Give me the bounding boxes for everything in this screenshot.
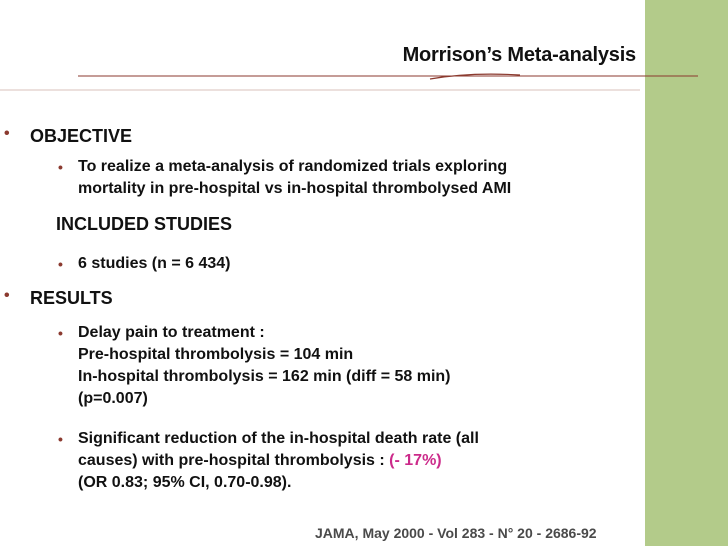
title-underline-decoration	[0, 73, 698, 91]
bullet-icon: •	[58, 431, 63, 447]
results-reduction: • Significant reduction of the in-hospit…	[58, 430, 479, 491]
objective-heading: • OBJECTIVE	[4, 125, 133, 146]
bullet-icon: •	[58, 325, 63, 341]
included-studies-heading: INCLUDED STUDIES	[56, 214, 233, 234]
bullet-icon: •	[58, 159, 63, 175]
citation-footer: JAMA, May 2000 - Vol 283 - N° 20 - 2686-…	[315, 525, 597, 541]
reduction-percentage: (- 17%)	[389, 452, 442, 469]
bullet-icon: •	[4, 125, 10, 142]
results-heading: • RESULTS	[4, 287, 113, 308]
slide-title: Morrison’s Meta-analysis	[402, 44, 637, 66]
objective-text: • To realize a meta-analysis of randomiz…	[58, 158, 512, 197]
results-delay: • Delay pain to treatment : Pre-hospital…	[58, 324, 451, 407]
bullet-icon: •	[4, 287, 10, 304]
side-decor-band	[645, 0, 728, 546]
bullet-icon: •	[58, 256, 63, 272]
included-studies-text: • 6 studies (n = 6 434)	[58, 253, 638, 275]
